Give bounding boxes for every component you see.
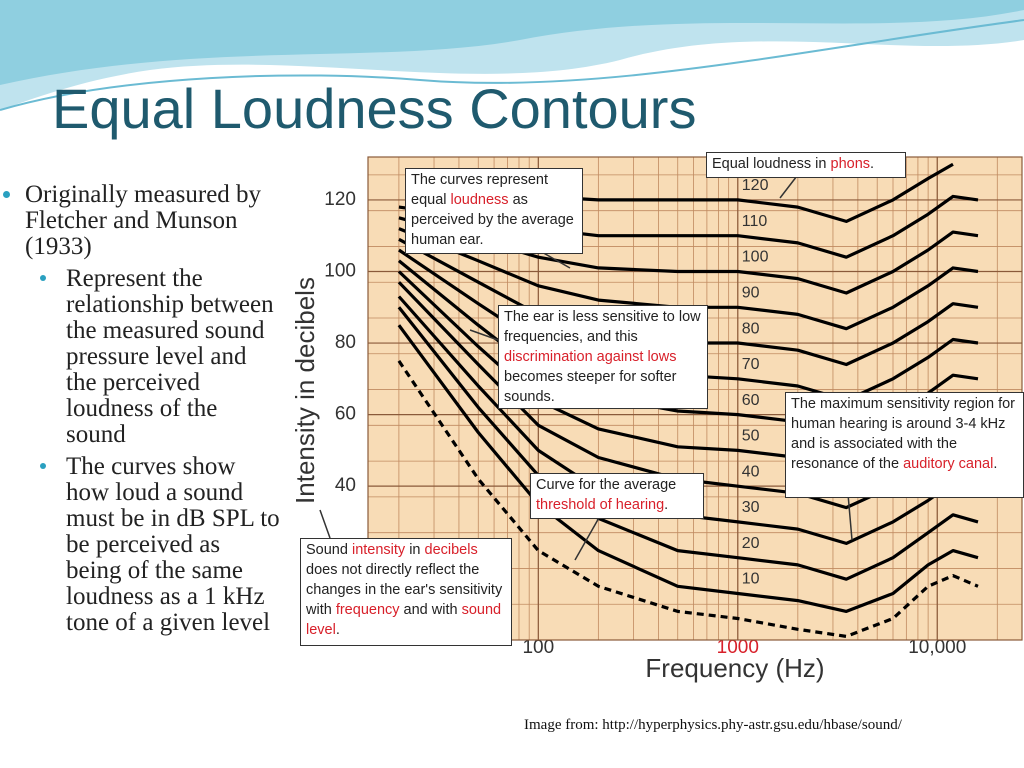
phon-label: 110 [742, 213, 768, 230]
callout-text: and with [399, 602, 462, 618]
x-axis-label: Frequency (Hz) [645, 653, 824, 683]
bullet: Originally measured by Fletcher and Muns… [25, 181, 262, 260]
curve [397, 324, 979, 613]
callout-text: Equal loudness in [712, 156, 831, 172]
slide-title: Equal Loudness Contours [52, 77, 697, 140]
phon-label: 50 [742, 428, 760, 445]
bullet-dot [3, 191, 10, 198]
phon-label: 30 [742, 499, 760, 516]
bullet-dot [40, 275, 46, 281]
arrow [319, 509, 331, 539]
curve [397, 360, 979, 638]
callout-text: auditory canal [903, 456, 994, 472]
callout-text: threshold of hearing [536, 497, 665, 513]
y-tick-label: 100 [324, 261, 356, 282]
wave [0, 0, 1024, 85]
arrow [847, 493, 853, 541]
callout-text: Sound [306, 542, 352, 558]
y-tick-label: 120 [324, 189, 356, 210]
source: Image from: http://hyperphysics.phy-astr… [524, 717, 902, 733]
callout: The curves represent equal loudness as p… [405, 168, 583, 254]
x-tick-label: 100 [522, 637, 554, 658]
phon-label: 10 [742, 571, 760, 588]
callout-text: . [664, 497, 669, 513]
arrow [574, 515, 601, 561]
wave-line [0, 19, 1024, 111]
curve [398, 216, 979, 295]
callout: Equal loudness in phons. [706, 152, 906, 178]
y-tick-label: 80 [335, 332, 356, 353]
phon-label: 60 [742, 392, 760, 409]
phon-label: 120 [742, 177, 769, 194]
callout: The ear is less sensitive to low frequen… [498, 305, 708, 409]
y-axis-label: Intensity in decibels [290, 277, 320, 504]
callout-text: frequency [335, 602, 400, 618]
callout-text: becomes steeper for softer sounds. [504, 369, 677, 405]
y-tick-label: 40 [335, 475, 356, 496]
bullet-dot [40, 463, 46, 469]
phon-label: 20 [742, 535, 760, 552]
phon-label: 40 [742, 463, 760, 480]
callout-text: loudness [450, 192, 509, 208]
x-tick-label: 10,000 [908, 637, 966, 658]
callout: The maximum sensitivity region for human… [785, 392, 1024, 498]
callout-text: phons [830, 156, 871, 172]
callout: Curve for the average threshold of heari… [530, 473, 704, 519]
callout-text: discrimination against lows [504, 349, 677, 365]
phon-label: 70 [742, 356, 760, 373]
callout-text: in [405, 542, 425, 558]
callout-text: The ear is less sensitive to low frequen… [504, 309, 701, 345]
x-tick-label: 1000 [717, 637, 759, 658]
phon-label: 80 [742, 320, 760, 337]
callout-text: as perceived by the average human ear. [411, 192, 574, 248]
curve [398, 227, 979, 331]
callout-text: intensity [351, 542, 406, 558]
callout-text: Curve for the average [536, 477, 677, 493]
callout-text: . [993, 456, 998, 472]
sub-bullet: The curves show how loud a sound must be… [66, 453, 280, 636]
callout-text: The maximum sensitivity region for human… [791, 396, 1016, 472]
callout-text: The curves represent equal [411, 172, 549, 208]
y-tick-label: 60 [335, 404, 356, 425]
callout: Sound intensity in decibels does not dir… [300, 538, 512, 646]
callout-text: sound level [306, 602, 502, 638]
sub-bullet: Represent the relationship between the m… [66, 265, 274, 448]
callout-text: decibels [424, 542, 478, 558]
callout-text: . [870, 156, 875, 172]
arrow [469, 329, 499, 341]
phon-label: 100 [742, 249, 769, 266]
callout-text: does not directly reflect the changes in… [306, 562, 503, 618]
phon-label: 90 [742, 284, 760, 301]
curve [397, 306, 979, 581]
callout-text: . [335, 622, 340, 638]
